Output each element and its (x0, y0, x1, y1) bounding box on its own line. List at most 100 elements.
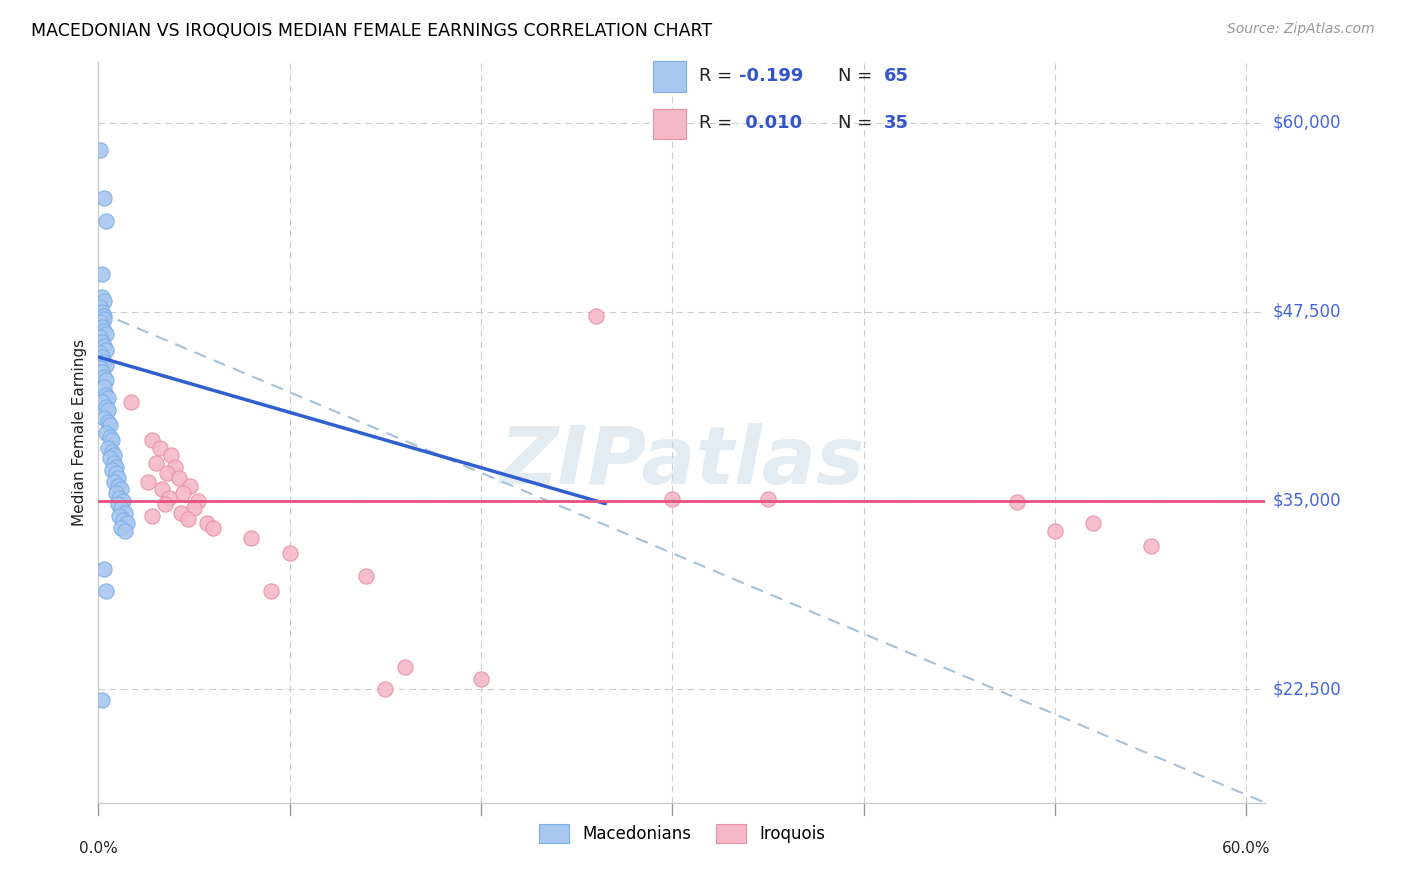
Point (278, 547, 301, 561)
Y-axis label: Median Female Earnings: Median Female Earnings (72, 339, 87, 526)
Point (120, 395, 142, 409)
Point (470, 672, 492, 686)
Text: R =: R = (699, 67, 738, 86)
Point (91, 395, 114, 409)
Point (107, 471, 129, 485)
Point (259, 584, 281, 599)
Point (93, 380, 115, 394)
Point (98, 430, 121, 444)
Point (110, 482, 132, 496)
Text: ZIPatlas: ZIPatlas (499, 423, 865, 501)
Text: $35,000: $35,000 (1272, 491, 1341, 509)
Point (93, 354, 115, 368)
Point (103, 475, 125, 490)
Point (91, 350, 114, 364)
Point (91, 304, 114, 318)
Point (93, 294, 115, 309)
Point (1043, 524, 1066, 538)
Point (756, 492, 779, 507)
Point (93, 191, 115, 205)
Point (104, 486, 127, 500)
Point (110, 501, 132, 516)
Point (93, 339, 115, 353)
Point (202, 521, 225, 535)
Point (172, 486, 194, 500)
Point (155, 497, 177, 511)
Point (94, 214, 117, 228)
Text: $22,500: $22,500 (1272, 681, 1341, 698)
Point (94, 373, 117, 387)
Point (179, 478, 201, 492)
Point (91, 693, 114, 707)
Point (89, 360, 111, 375)
Point (97, 415, 120, 429)
Point (108, 491, 131, 505)
Point (91, 334, 114, 349)
Point (141, 433, 163, 447)
Point (354, 569, 377, 583)
Point (585, 310, 607, 324)
Text: 35: 35 (884, 114, 910, 132)
Point (187, 493, 209, 508)
Point (145, 456, 167, 470)
Text: N =: N = (838, 114, 877, 132)
Point (98, 418, 121, 433)
Text: 0.0%: 0.0% (79, 840, 118, 855)
Point (170, 506, 193, 520)
Point (112, 513, 135, 527)
Point (91, 267, 114, 281)
Point (89, 300, 111, 314)
Point (163, 460, 186, 475)
Point (177, 512, 200, 526)
Point (93, 325, 115, 339)
Point (141, 508, 163, 523)
Point (661, 492, 683, 507)
Text: R =: R = (699, 114, 738, 132)
Point (94, 358, 117, 372)
Point (160, 448, 183, 462)
Point (107, 478, 129, 492)
Point (89, 143, 111, 157)
Point (104, 467, 127, 481)
FancyBboxPatch shape (652, 109, 686, 139)
Point (108, 508, 131, 523)
Point (94, 584, 117, 599)
Point (115, 516, 138, 531)
Point (107, 497, 129, 511)
Point (93, 561, 115, 575)
Point (94, 343, 117, 357)
Point (89, 315, 111, 329)
Point (93, 369, 115, 384)
Legend: Macedonians, Iroquois: Macedonians, Iroquois (531, 817, 832, 850)
Point (97, 391, 120, 405)
Point (97, 403, 120, 417)
Point (1139, 539, 1161, 553)
Point (112, 493, 135, 508)
Point (167, 471, 190, 485)
Text: $47,500: $47,500 (1272, 302, 1341, 321)
Point (114, 506, 136, 520)
Point (101, 433, 124, 447)
Point (150, 482, 173, 496)
FancyBboxPatch shape (652, 62, 686, 92)
Point (157, 491, 180, 505)
Point (110, 521, 132, 535)
Point (94, 400, 117, 414)
Point (89, 345, 111, 359)
Point (101, 445, 124, 459)
Point (103, 448, 125, 462)
Text: Source: ZipAtlas.com: Source: ZipAtlas.com (1227, 22, 1375, 37)
Point (91, 365, 114, 379)
Point (97, 441, 120, 455)
Point (374, 682, 396, 697)
Point (94, 425, 117, 440)
Point (1083, 516, 1105, 531)
Point (93, 312, 115, 326)
Point (149, 441, 172, 455)
Text: 0.010: 0.010 (740, 114, 801, 132)
Point (91, 319, 114, 334)
Point (1005, 495, 1028, 509)
Point (101, 463, 124, 477)
Point (114, 524, 136, 538)
Text: $60,000: $60,000 (1272, 114, 1341, 132)
